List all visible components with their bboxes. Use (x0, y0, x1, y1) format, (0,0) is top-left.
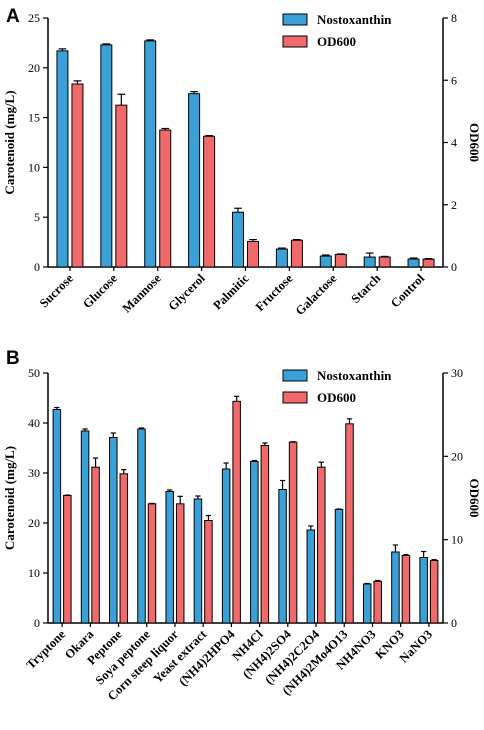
bar-od600 (378, 256, 391, 268)
bar-nostoxanthin (362, 583, 372, 624)
bar-od600 (401, 555, 411, 624)
y-axis-title-right: OD600 (467, 479, 482, 518)
bar-nostoxanthin (334, 509, 344, 624)
x-tick-label: Starch (349, 271, 384, 306)
bar-od600 (422, 258, 435, 268)
bar-nostoxanthin (56, 50, 69, 268)
bar-od600 (147, 503, 157, 624)
bar-od600 (63, 495, 72, 624)
x-tick-label: Fructose (253, 271, 296, 314)
bar-nostoxanthin (137, 428, 146, 624)
bar-od600 (247, 240, 259, 268)
x-tick-label: Control (388, 271, 428, 311)
y-tick-label-right: 0 (451, 260, 457, 274)
bar-nostoxanthin (250, 461, 259, 624)
y-tick-label-right: 4 (451, 136, 457, 150)
y-tick-label-right: 30 (451, 366, 463, 380)
bar-od600 (71, 83, 84, 268)
bar-nostoxanthin (407, 258, 420, 268)
bar-nostoxanthin (232, 211, 244, 268)
x-tick-label: Sucrose (37, 271, 77, 311)
bar-nostoxanthin (52, 409, 62, 624)
bar-nostoxanthin (80, 430, 90, 624)
bar-od600 (288, 441, 298, 624)
y-tick-label-left: 30 (28, 466, 40, 480)
x-tick-label: Glycerol (166, 271, 209, 314)
y-tick-label-right: 10 (451, 533, 463, 547)
x-tick-label: Glucose (80, 271, 120, 311)
panel-b-chart: 0 10 20 30 40 50 0 10 20 30 Carotenoid (mg/L) OD600… (2, 366, 482, 703)
bar-nostoxanthin (221, 468, 231, 624)
bar-nostoxanthin (193, 498, 203, 624)
y-tick-label-right: 0 (451, 616, 457, 630)
bar-od600 (373, 580, 382, 624)
bar-od600 (175, 503, 185, 624)
y-tick-label-left: 20 (28, 61, 40, 75)
bar-nostoxanthin (363, 256, 376, 268)
y-tick-label-left: 10 (28, 566, 40, 580)
x-tick-label: Palmitic (210, 271, 252, 313)
y-tick-label-right: 6 (451, 73, 457, 87)
bar-od600 (290, 239, 303, 268)
bar-nostoxanthin (275, 248, 288, 268)
legend-label-nostoxanthin: Nostoxanthin (317, 12, 392, 27)
panel-b-letter: B (6, 348, 20, 369)
y-tick-label-left: 25 (28, 11, 40, 25)
legend-swatch-nostoxanthin (282, 13, 308, 26)
y-tick-label-right: 8 (451, 11, 457, 25)
y-tick-label-right: 20 (451, 449, 463, 463)
bar-od600 (345, 423, 354, 624)
bar-od600 (115, 104, 128, 268)
bar-nostoxanthin (391, 551, 400, 624)
panel-a-chart: 0 5 10 15 20 25 0 2 4 6 8 Carotenoid (mg/L) OD600 Suc… (2, 11, 482, 318)
panel-a-letter: A (6, 6, 20, 27)
bar-nostoxanthin (144, 40, 157, 268)
bar-nostoxanthin (165, 491, 174, 624)
x-tick-label: Galactose (293, 271, 340, 318)
bar-nostoxanthin (306, 529, 316, 624)
bar-nostoxanthin (278, 489, 287, 624)
bar-nostoxanthin (188, 93, 201, 268)
y-tick-label-left: 40 (28, 416, 40, 430)
bar-nostoxanthin (419, 557, 428, 624)
y-axis-title-right: OD600 (467, 123, 482, 162)
y-tick-label-left: 50 (28, 366, 40, 380)
bar-od600 (317, 466, 326, 624)
bar-od600 (260, 445, 270, 624)
bar-od600 (91, 466, 100, 624)
bar-od600 (232, 400, 241, 624)
y-tick-label-left: 15 (28, 111, 40, 125)
bar-nostoxanthin (100, 44, 113, 268)
legend-swatch-nostoxanthin (282, 369, 308, 382)
legend-label-od600: OD600 (317, 390, 356, 405)
y-axis-title-left: Carotenoid (mg/L) (2, 90, 17, 194)
y-tick-label-right: 2 (451, 198, 457, 212)
bar-od600 (159, 129, 172, 268)
legend-swatch-od600 (282, 391, 308, 404)
y-tick-label-left: 20 (28, 516, 40, 530)
y-tick-label-left: 5 (34, 210, 40, 224)
bar-od600 (119, 473, 129, 624)
y-axis-title-left: Carotenoid (mg/L) (2, 446, 17, 550)
y-tick-label-left: 10 (28, 160, 40, 174)
bar-od600 (204, 520, 213, 624)
bar-od600 (429, 560, 439, 624)
bar-nostoxanthin (319, 255, 332, 268)
bar-od600 (203, 135, 216, 268)
legend-swatch-od600 (282, 35, 308, 48)
legend-label-nostoxanthin: Nostoxanthin (317, 368, 392, 383)
bar-nostoxanthin (109, 437, 118, 624)
y-tick-label-left: 0 (34, 616, 40, 630)
legend-label-od600: OD600 (317, 34, 356, 49)
x-tick-label: Mannose (120, 271, 165, 316)
y-tick-label-left: 0 (34, 260, 40, 274)
x-tick-label: Tryptone (24, 627, 69, 672)
bar-od600 (334, 254, 347, 268)
